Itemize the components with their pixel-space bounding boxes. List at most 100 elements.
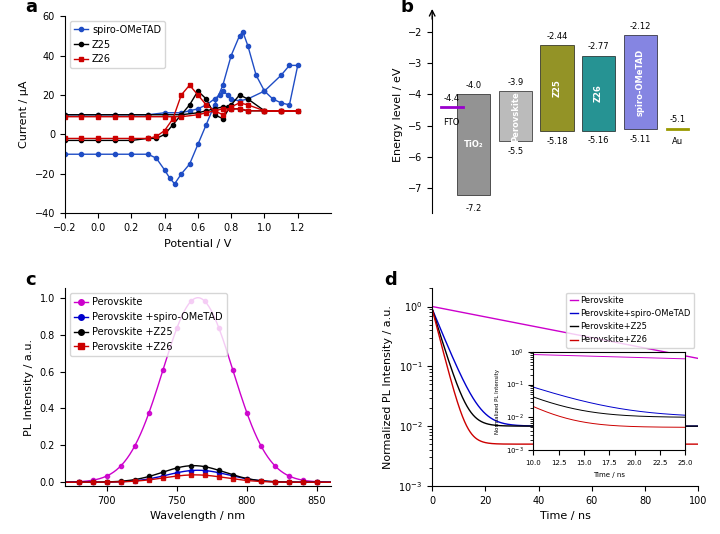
Bar: [499, 91, 532, 142]
Y-axis label: PL Intensity / a.u.: PL Intensity / a.u.: [24, 339, 34, 436]
Text: Perovskite: Perovskite: [511, 91, 520, 142]
Line: Perovskite+Z26: Perovskite+Z26: [432, 309, 698, 444]
Line: Perovskite: Perovskite: [432, 307, 698, 358]
Z25: [77, 112, 86, 118]
Z25: [223, 104, 232, 110]
Perovskite+Z25: [550, 423, 559, 429]
Z25: [276, 107, 285, 114]
X-axis label: Time / ns: Time / ns: [540, 511, 590, 521]
Z26: [210, 107, 219, 114]
Perovskite: [550, 327, 559, 334]
spiro-OMeTAD: [144, 112, 153, 118]
spiro-OMeTAD: [260, 88, 269, 95]
Perovskite+Z26: [428, 306, 436, 312]
Text: a: a: [25, 0, 37, 16]
Z26: [235, 100, 244, 106]
Z25: [219, 104, 228, 110]
spiro-OMeTAD: [60, 112, 69, 118]
spiro-OMeTAD: [202, 121, 210, 128]
Text: b: b: [400, 0, 413, 16]
Z25: [294, 107, 302, 114]
Line: Z26: Z26: [63, 83, 300, 140]
Perovskite+spiro-OMeTAD: [694, 423, 703, 429]
Legend: Perovskite, Perovskite+spiro-OMeTAD, Perovskite+Z25, Perovskite+Z26: Perovskite, Perovskite+spiro-OMeTAD, Per…: [567, 293, 694, 348]
Text: -5.16: -5.16: [588, 136, 609, 145]
Z25: [210, 112, 219, 118]
Z25: [210, 106, 219, 112]
Z25: [235, 106, 244, 112]
Z25: [127, 137, 135, 144]
spiro-OMeTAD: [161, 109, 169, 116]
Z26: [294, 107, 302, 114]
Text: -5.5: -5.5: [508, 147, 523, 156]
spiro-OMeTAD: [215, 92, 224, 98]
spiro-OMeTAD: [276, 72, 285, 78]
Z26: [210, 107, 219, 114]
Z26: [194, 92, 202, 98]
spiro-OMeTAD: [210, 101, 219, 108]
Line: Perovskite+spiro-OMeTAD: Perovskite+spiro-OMeTAD: [432, 309, 698, 426]
Perovskite+spiro-OMeTAD: [686, 423, 695, 429]
Z26: [227, 106, 235, 112]
spiro-OMeTAD: [161, 167, 169, 173]
Z25: [110, 137, 119, 144]
Z26: [168, 115, 177, 122]
Perovskite: [686, 354, 695, 360]
Z25: [161, 112, 169, 118]
Perovskite+spiro-OMeTAD: [557, 423, 566, 429]
Z26: [177, 92, 186, 98]
Perovskite+spiro-OMeTAD: [550, 423, 559, 429]
Y-axis label: Energy level / eV: Energy level / eV: [392, 67, 402, 162]
Z25: [260, 107, 269, 114]
Perovskite: [637, 344, 646, 351]
Z26: [94, 135, 102, 142]
Perovskite+Z26: [694, 441, 703, 447]
spiro-OMeTAD: [177, 109, 186, 116]
Z25: [152, 135, 161, 142]
spiro-OMeTAD: [194, 141, 202, 147]
Perovskite+Z25: [428, 306, 436, 312]
Z25: [185, 101, 194, 108]
Z25: [177, 112, 186, 118]
Text: TiO₂: TiO₂: [464, 140, 484, 149]
Perovskite+spiro-OMeTAD: [637, 423, 646, 429]
Z25: [110, 112, 119, 118]
Z25: [194, 88, 202, 95]
Perovskite: [686, 354, 695, 360]
Z25: [94, 137, 102, 144]
Line: spiro-OMeTAD: spiro-OMeTAD: [63, 30, 300, 186]
Text: Au: Au: [672, 137, 683, 146]
Text: -2.44: -2.44: [546, 32, 567, 41]
spiro-OMeTAD: [127, 151, 135, 158]
Legend: spiro-OMeTAD, Z25, Z26: spiro-OMeTAD, Z25, Z26: [70, 21, 165, 68]
Perovskite+Z25: [557, 423, 566, 429]
Z26: [202, 109, 210, 116]
spiro-OMeTAD: [243, 42, 252, 49]
Z25: [202, 96, 210, 102]
Text: -5.18: -5.18: [546, 137, 568, 146]
Perovskite+spiro-OMeTAD: [428, 306, 436, 312]
X-axis label: Potential / V: Potential / V: [164, 239, 232, 249]
spiro-OMeTAD: [285, 101, 294, 108]
Z25: [219, 115, 228, 122]
Z26: [60, 114, 69, 120]
Perovskite+Z26: [550, 441, 559, 447]
Z26: [260, 107, 269, 114]
Perovskite+Z26: [686, 441, 695, 447]
Text: -4.4: -4.4: [444, 93, 460, 103]
spiro-OMeTAD: [238, 29, 247, 35]
spiro-OMeTAD: [219, 88, 228, 95]
Text: spiro-OMeTAD: spiro-OMeTAD: [636, 49, 644, 116]
Z25: [144, 135, 153, 142]
Z26: [276, 107, 285, 114]
Z26: [177, 114, 186, 120]
Perovskite+Z25: [686, 423, 695, 429]
Z26: [243, 107, 252, 114]
Text: -2.77: -2.77: [588, 42, 609, 51]
Line: Perovskite+Z25: Perovskite+Z25: [432, 309, 698, 426]
spiro-OMeTAD: [269, 96, 277, 102]
spiro-OMeTAD: [227, 96, 235, 102]
Z25: [243, 107, 252, 114]
Z25: [260, 107, 269, 114]
Z25: [60, 137, 69, 144]
